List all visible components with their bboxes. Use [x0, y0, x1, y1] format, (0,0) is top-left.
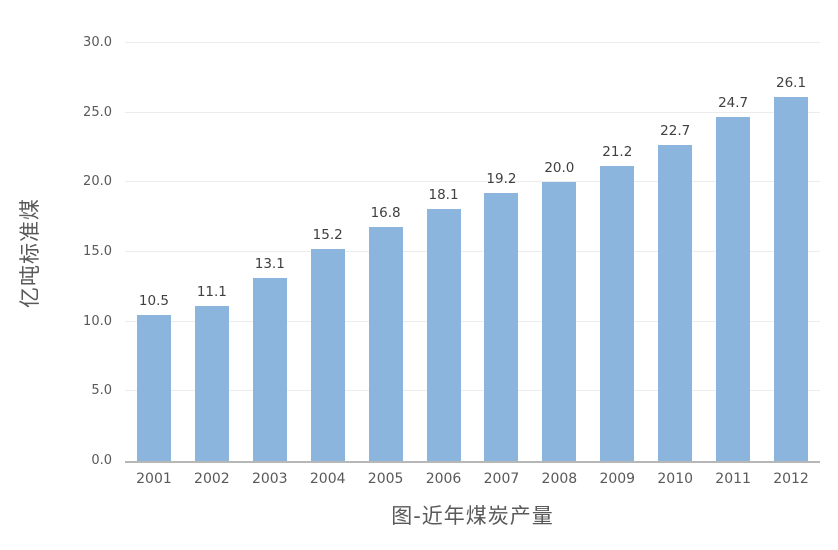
bar-slot: 10.5 — [125, 43, 183, 461]
x-tick-label: 2006 — [425, 471, 462, 487]
x-tick-label: 2012 — [773, 471, 809, 487]
bar-value-label: 24.7 — [718, 94, 749, 111]
bar-value-label: 13.1 — [254, 256, 285, 273]
bar-2007 — [484, 193, 519, 461]
x-tick-label: 2007 — [483, 471, 520, 487]
x-tick-label: 2005 — [367, 471, 404, 487]
bar-2011 — [716, 116, 751, 461]
gridline — [125, 111, 820, 113]
bar-value-label: 22.7 — [660, 122, 691, 139]
y-tick-label: 5.0 — [91, 383, 112, 399]
bar-slot: 11.1 — [183, 43, 241, 461]
y-tick-label: 20.0 — [83, 174, 112, 190]
bar-2005 — [368, 226, 403, 461]
gridline — [125, 320, 820, 322]
bar-2009 — [600, 165, 635, 461]
bar-slot: 13.1 — [241, 43, 299, 461]
x-tick-label: 2008 — [541, 471, 578, 487]
bar-value-label: 16.8 — [370, 204, 401, 221]
bar-slot: 26.1 — [762, 43, 820, 461]
bar-2004 — [310, 249, 345, 461]
x-tick-label: 2011 — [715, 471, 751, 487]
bar-value-label: 15.2 — [312, 227, 343, 244]
bar-slot: 19.2 — [473, 43, 531, 461]
bar-2008 — [542, 182, 577, 461]
gridline — [125, 181, 820, 183]
x-tick-label: 2002 — [194, 471, 230, 487]
bar-2003 — [252, 278, 287, 461]
y-tick-label: 0.0 — [91, 453, 112, 468]
bar-slot: 15.2 — [299, 43, 357, 461]
gridline — [125, 390, 820, 392]
y-tick-label: 25.0 — [83, 104, 112, 120]
x-tick-label: 2009 — [599, 471, 636, 487]
bar-slot: 20.0 — [530, 43, 588, 461]
x-tick-label: 2010 — [657, 471, 694, 487]
y-tick-label: 30.0 — [83, 35, 112, 50]
bar-slot: 18.1 — [415, 43, 473, 461]
y-axis-title: 亿吨标准煤 — [18, 198, 42, 308]
chart-title: 图-近年煤炭产量 — [391, 504, 554, 528]
bar-2001 — [136, 314, 171, 461]
bar-value-label: 21.2 — [602, 143, 633, 160]
bar-2002 — [194, 306, 229, 461]
y-tick-label: 10.0 — [83, 313, 112, 329]
bar-value-label: 18.1 — [428, 186, 459, 203]
bar-value-label: 20.0 — [544, 160, 575, 177]
bar-slot: 21.2 — [588, 43, 646, 461]
bar-value-label: 11.1 — [196, 284, 227, 301]
bar-value-label: 19.2 — [486, 171, 517, 188]
bar-value-label: 10.5 — [138, 292, 169, 309]
bar-slot: 24.7 — [704, 43, 762, 461]
x-tick-label: 2003 — [251, 471, 288, 487]
gridline — [125, 42, 820, 43]
bar-value-label: 26.1 — [776, 75, 807, 92]
y-tick-label: 15.0 — [83, 244, 112, 259]
plot-area: 10.5 11.1 13.1 15.2 16.8 18.1 19.2 20.0 21.2 22.7… — [125, 42, 820, 463]
bar-2012 — [774, 97, 809, 461]
gridline — [125, 251, 820, 252]
x-tick-label: 2004 — [309, 471, 346, 487]
bar-2010 — [658, 144, 693, 461]
bar-slot: 22.7 — [646, 43, 704, 461]
bar-2006 — [426, 208, 461, 461]
x-tick-label: 2001 — [136, 471, 172, 487]
bar-slot: 16.8 — [357, 43, 415, 461]
